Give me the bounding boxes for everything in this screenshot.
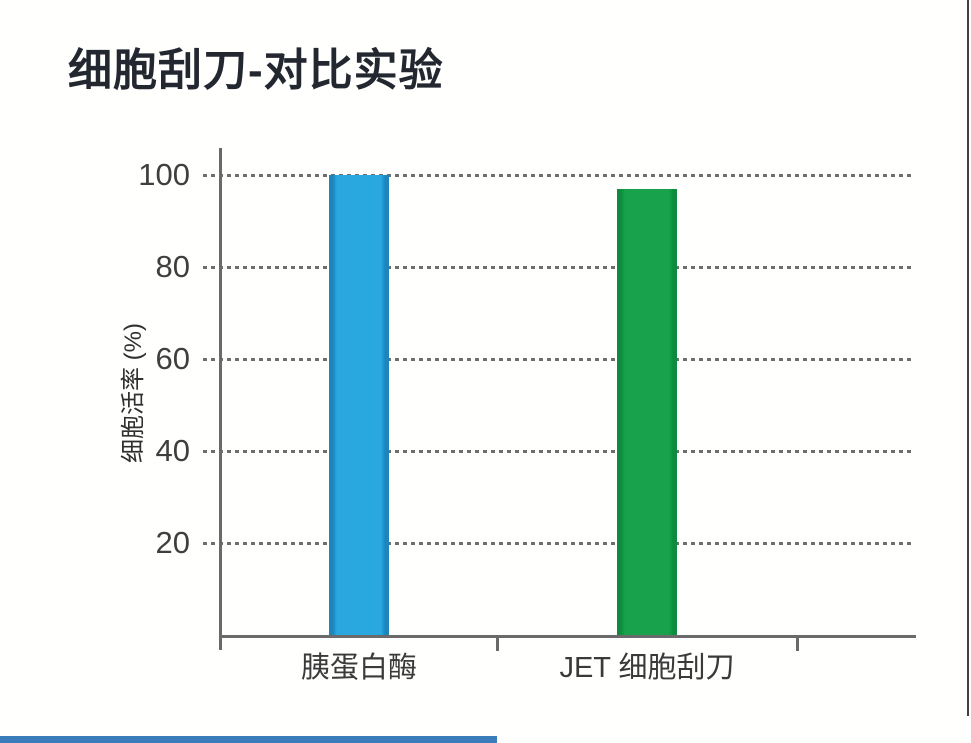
x-axis-tick [496, 638, 499, 651]
bar-jet-scraper [617, 188, 677, 635]
gridline [203, 542, 913, 545]
y-tick-label: 80 [155, 249, 190, 284]
x-axis-tick [796, 638, 799, 651]
page-edge-line [967, 0, 969, 716]
y-tick-label: 20 [155, 525, 190, 560]
x-category-label: 胰蛋白酶 [300, 652, 417, 684]
y-tick-label: 60 [155, 341, 190, 376]
y-tick-label: 100 [138, 157, 190, 192]
gridline [203, 266, 913, 269]
x-category-label: JET 细胞刮刀 [559, 652, 735, 684]
footer-accent-bar [0, 736, 497, 743]
bar-trypsin [329, 175, 389, 635]
page-title: 细胞刮刀-对比实验 [68, 46, 444, 95]
y-tick-label: 40 [155, 433, 190, 468]
gridline [203, 450, 913, 453]
y-axis-line [219, 148, 222, 650]
gridline [203, 358, 913, 361]
gridline [203, 174, 913, 177]
x-axis-line [219, 635, 916, 638]
